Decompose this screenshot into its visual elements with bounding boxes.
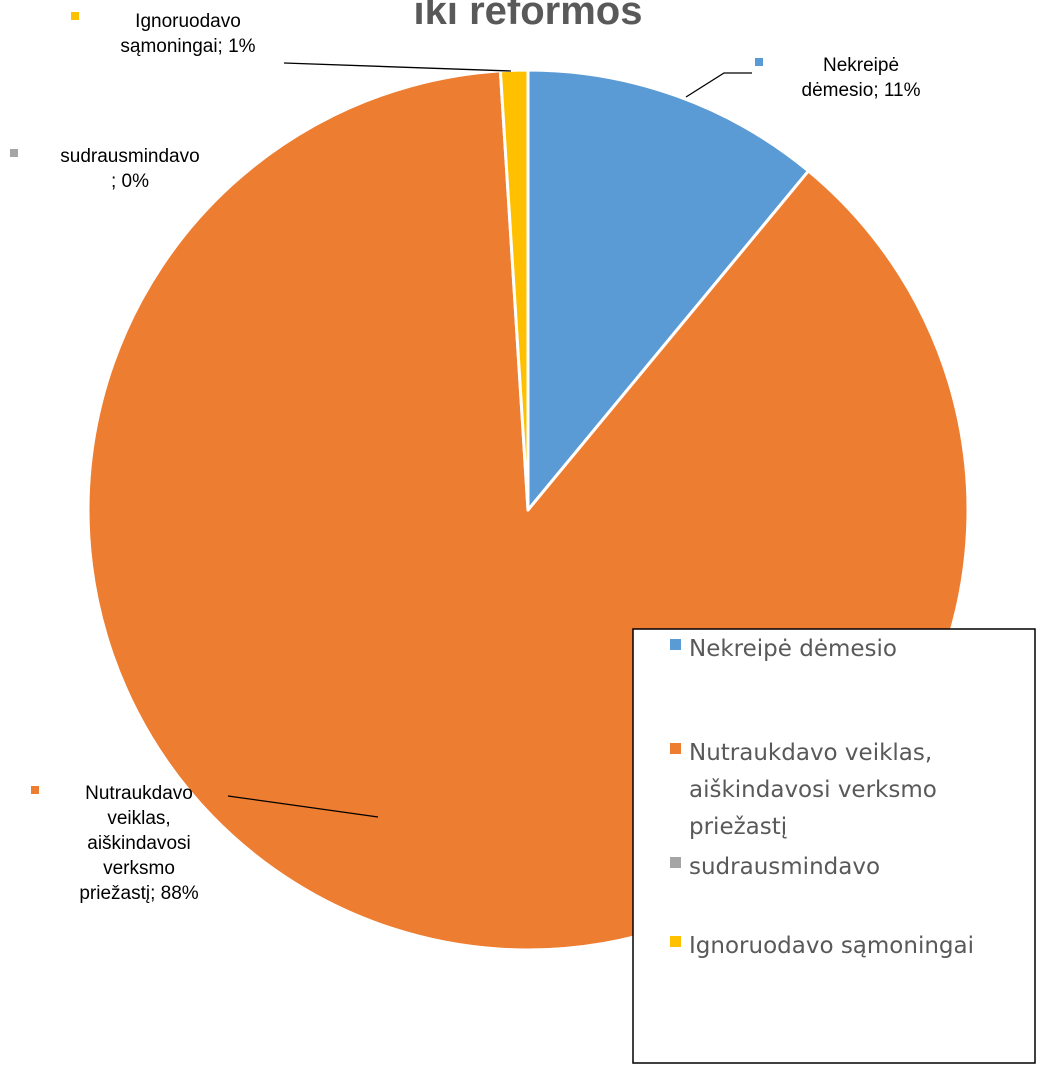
legend-entry-nutraukdavo-veiklas: Nutraukdavo veiklas, aiškindavosi verksmo… bbox=[670, 740, 937, 840]
data-label-marker bbox=[10, 149, 18, 157]
legend-label: Nutraukdavo veiklas, aiškindavosi verksmo… bbox=[689, 740, 937, 840]
legend-label: sudrausmindavo bbox=[689, 854, 880, 880]
data-labels: Nekreipė dėmesio; 11% Nutraukdavo veiklas, a… bbox=[10, 11, 921, 904]
leader-line-nutraukdavo-veiklas bbox=[227, 795, 379, 818]
data-label-nutraukdavo-veiklas: Nutraukdavo veiklas, aiškindavosi verksmo pr… bbox=[31, 783, 199, 904]
legend-box bbox=[632, 628, 1036, 1064]
data-label-marker bbox=[71, 12, 79, 20]
legend-entry-sudrausmindavo: sudrausmindavo bbox=[670, 854, 880, 880]
data-label-sudrausmindavo: sudrausmindavo; 0% bbox=[10, 146, 200, 192]
leader-line-nekreipe-demesio bbox=[685, 72, 752, 98]
data-label-nekreipe-demesio: Nekreipė dėmesio; 11% bbox=[755, 55, 921, 101]
data-label-marker bbox=[31, 786, 39, 794]
legend-swatch bbox=[670, 639, 681, 650]
data-label-marker bbox=[755, 58, 763, 66]
data-label-text: Ignoruodavo sąmoningai; 1% bbox=[120, 11, 255, 57]
pie-slice-nekreipe-demesio bbox=[526, 68, 810, 512]
legend-swatch bbox=[670, 857, 681, 868]
data-label-ignoruodavo-samoningai: Ignoruodavo sąmoningai; 1% bbox=[71, 11, 256, 57]
data-label-text: sudrausmindavo; 0% bbox=[60, 146, 199, 192]
legend-swatch bbox=[670, 743, 681, 754]
leader-line-ignoruodavo-samoningai bbox=[283, 62, 512, 72]
data-label-text: Nekreipė dėmesio; 11% bbox=[802, 55, 921, 101]
data-label-text: Nutraukdavo veiklas, aiškindavosi verksmo pr… bbox=[79, 783, 198, 904]
legend-swatch bbox=[670, 936, 681, 947]
legend: Nekreipė dėmesio Nutraukdavo veiklas, aišk… bbox=[632, 628, 1036, 1064]
legend-entry-nekreipe-demesio: Nekreipė dėmesio bbox=[670, 636, 897, 662]
legend-entry-ignoruodavo-samoningai: Ignoruodavo sąmoningai bbox=[670, 933, 974, 959]
leader-lines bbox=[227, 62, 752, 818]
chart-title: iki reformos bbox=[414, 0, 643, 33]
legend-label: Nekreipė dėmesio bbox=[689, 636, 897, 662]
legend-label: Ignoruodavo sąmoningai bbox=[689, 933, 974, 959]
